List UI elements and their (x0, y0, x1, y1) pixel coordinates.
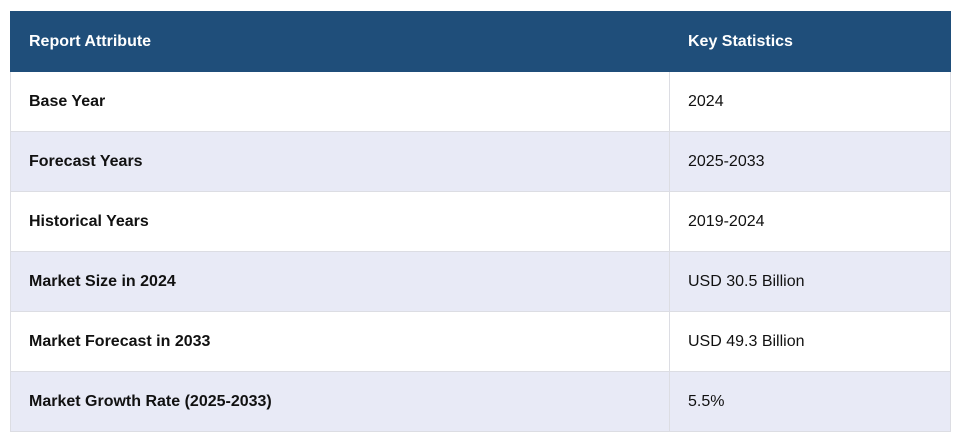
attribute-cell: Market Size in 2024 (10, 251, 670, 312)
value-cell: 2024 (669, 71, 951, 132)
header-cell: Key Statistics (669, 11, 951, 72)
value-cell: 5.5% (669, 371, 951, 432)
table-row: Forecast Years 2025-2033 (10, 131, 951, 192)
attribute-cell: Market Forecast in 2033 (10, 311, 670, 372)
attribute-cell: Forecast Years (10, 131, 670, 192)
value-cell: USD 30.5 Billion (669, 251, 951, 312)
attribute-cell: Base Year (10, 71, 670, 132)
header-row: Report Attribute Key Statistics (10, 11, 951, 72)
report-table: Report Attribute Key Statistics Base Year… (10, 11, 951, 432)
table-row: Market Size in 2024 USD 30.5 Billion (10, 251, 951, 312)
value-cell: 2025-2033 (669, 131, 951, 192)
value-cell: USD 49.3 Billion (669, 311, 951, 372)
header-cell: Report Attribute (10, 11, 670, 72)
attribute-cell: Market Growth Rate (2025-2033) (10, 371, 670, 432)
table-row: Market Forecast in 2033 USD 49.3 Billion (10, 311, 951, 372)
attribute-cell: Historical Years (10, 191, 670, 252)
value-cell: 2019-2024 (669, 191, 951, 252)
table-row: Market Growth Rate (2025-2033) 5.5% (10, 371, 951, 432)
table-body: Base Year 2024 Forecast Years 2025-2033 Hist… (10, 71, 951, 432)
table-row: Base Year 2024 (10, 71, 951, 132)
table-row: Historical Years 2019-2024 (10, 191, 951, 252)
